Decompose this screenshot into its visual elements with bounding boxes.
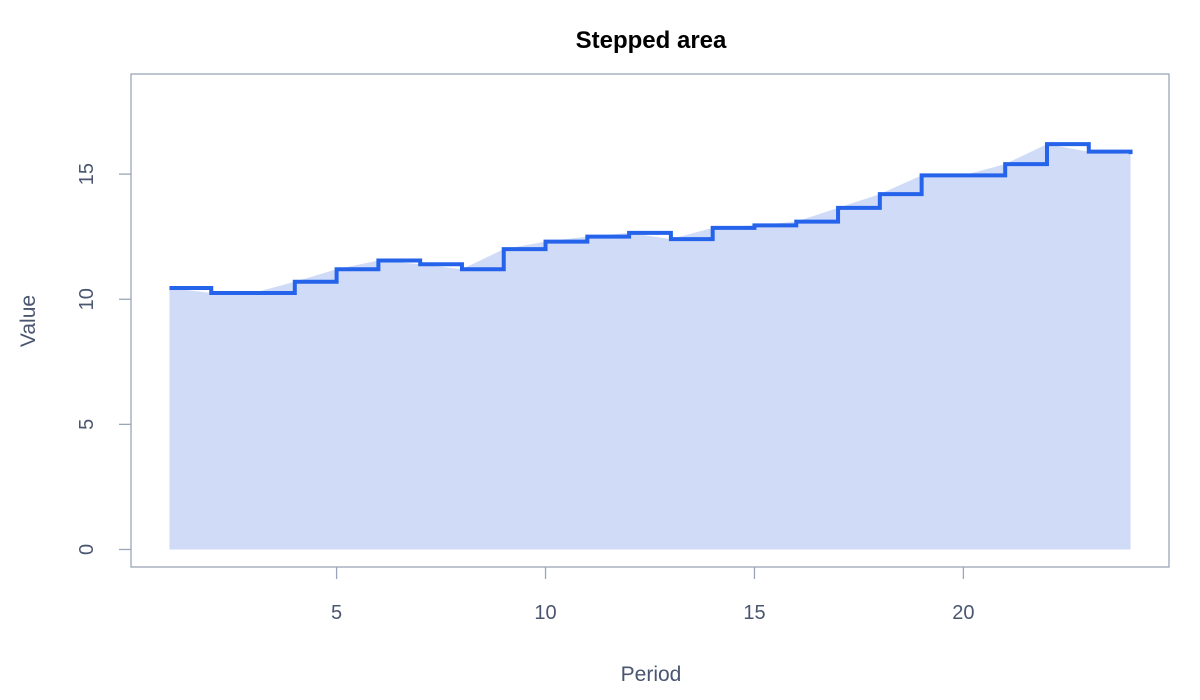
y-tick-label: 5 (76, 419, 98, 430)
plot-frame (130, 73, 1170, 568)
x-tick-label: 5 (331, 602, 342, 624)
y-tick-label: 15 (76, 163, 98, 185)
y-tick-label: 0 (76, 544, 98, 555)
series-area-fill (169, 144, 1131, 550)
x-axis: 5 10 15 20 (331, 567, 975, 624)
x-tick-label: 10 (534, 602, 556, 624)
x-axis-label: Period (621, 663, 682, 686)
y-axis-label: Value (17, 295, 40, 347)
series-step-line (169, 142, 1133, 295)
x-tick-label: 15 (743, 602, 765, 624)
chart-title: Stepped area (576, 27, 727, 54)
y-axis: 0 5 10 15 (76, 163, 131, 555)
x-tick-label: 20 (952, 602, 974, 624)
y-tick-label: 10 (76, 288, 98, 310)
